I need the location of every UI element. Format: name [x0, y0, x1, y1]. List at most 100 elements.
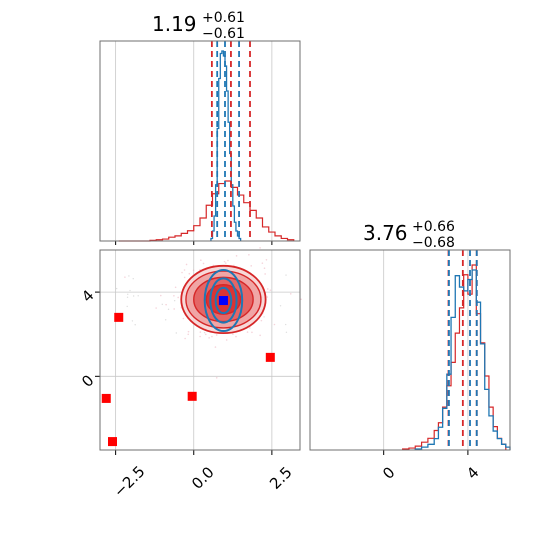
- joint-sample-point: [266, 288, 269, 290]
- joint-sample-point: [269, 289, 272, 291]
- joint-sample-point: [177, 296, 179, 299]
- joint-sample-point: [155, 307, 157, 309]
- marginal-y-red-histogram: [402, 264, 507, 450]
- joint-sample-point: [183, 276, 186, 279]
- joint-y-tick-label: 0: [78, 371, 97, 390]
- marginal-y-frame: [309, 249, 511, 451]
- joint-sample-point: [173, 294, 175, 297]
- joint-red-marker: [101, 393, 111, 403]
- joint-sample-point: [289, 293, 292, 295]
- marginal-x-frame: [99, 40, 301, 242]
- joint-sample-point: [131, 320, 134, 322]
- joint-sample-point: [165, 303, 167, 306]
- joint-sample-point: [164, 319, 167, 321]
- joint-sample-point: [182, 317, 185, 320]
- joint-sample-point: [132, 278, 134, 280]
- joint-sample-point: [215, 377, 218, 379]
- joint-sample-point: [203, 331, 206, 334]
- joint-sample-point: [199, 335, 201, 338]
- joint-blue-contour: [214, 286, 233, 315]
- joint-sample-point: [188, 272, 191, 275]
- joint-frame: [99, 249, 301, 451]
- joint-sample-point: [126, 305, 128, 308]
- joint-sample-point: [161, 303, 164, 306]
- joint-scatter-panel: [95, 247, 302, 455]
- joint-x-tick-label: 0.0: [188, 463, 218, 493]
- joint-sample-point: [259, 334, 261, 337]
- param2-title-value: 3.76: [363, 221, 408, 245]
- joint-sample-point: [181, 271, 183, 274]
- joint-red-marker: [265, 352, 275, 362]
- joint-sample-point: [173, 308, 175, 310]
- joint-sample-point: [263, 267, 266, 270]
- joint-blue-contour: [203, 269, 244, 333]
- param1-title-value: 1.19: [152, 12, 197, 36]
- joint-blue-marker: [218, 296, 228, 306]
- marginal-x-panel: [99, 40, 301, 245]
- joint-sample-point: [246, 331, 249, 333]
- joint-sample-point: [173, 300, 176, 302]
- joint-sample-point: [129, 289, 131, 292]
- joint-sample-point: [137, 295, 139, 297]
- joint-sample-point: [187, 330, 190, 333]
- joint-sample-point: [202, 262, 205, 265]
- joint-x-tick-label: −2.5: [110, 462, 148, 500]
- joint-red-marker: [114, 312, 124, 322]
- joint-sample-point: [223, 260, 226, 263]
- joint-sample-point: [248, 327, 251, 329]
- joint-sample-point: [124, 276, 126, 278]
- joint-sample-point: [263, 316, 265, 318]
- joint-x-tick-label: 2.5: [266, 463, 296, 493]
- joint-red-marker: [187, 391, 197, 401]
- marginal-y-blue-histogram: [414, 269, 511, 450]
- joint-sample-point: [259, 247, 261, 249]
- param2-title-plus: +0.66: [412, 219, 455, 235]
- joint-sample-point: [208, 337, 210, 339]
- joint-sample-point: [159, 294, 162, 297]
- joint-sample-point: [224, 262, 227, 264]
- joint-sample-point: [235, 335, 237, 338]
- joint-sample-point: [273, 323, 276, 326]
- joint-sample-point: [285, 274, 287, 276]
- joint-sample-point: [235, 255, 238, 257]
- joint-sample-point: [214, 346, 217, 348]
- joint-sample-point: [248, 253, 250, 256]
- marginal-y-tick-label: 0: [379, 463, 398, 482]
- param1-title-minus: −0.61: [202, 26, 245, 42]
- joint-sample-point: [115, 287, 118, 290]
- joint-sample-point: [250, 265, 253, 267]
- joint-sample-point: [187, 333, 190, 336]
- joint-sample-point: [300, 298, 302, 301]
- param1-title-plus: +0.61: [202, 10, 245, 26]
- joint-sample-point: [279, 305, 282, 307]
- marginal-y-x-ticks: 0 4: [379, 463, 482, 482]
- joint-sample-point: [185, 263, 188, 266]
- marginal-x-red-histogram: [118, 180, 295, 242]
- joint-sample-point: [127, 293, 129, 296]
- joint-sample-point: [266, 296, 269, 298]
- param2-title-minus: −0.68: [412, 235, 455, 251]
- joint-sample-point: [251, 331, 253, 334]
- marginal-y-tick-label: 4: [463, 463, 482, 482]
- marginal-y-panel: [309, 249, 511, 455]
- joint-sample-point: [211, 335, 213, 338]
- joint-red-marker: [108, 437, 117, 447]
- joint-sample-point: [183, 269, 186, 271]
- joint-sample-point: [215, 334, 218, 336]
- joint-sample-point: [132, 295, 135, 297]
- joint-sample-point: [261, 262, 264, 264]
- joint-x-ticks: −2.5 0.0 2.5: [110, 462, 296, 500]
- joint-y-tick-label: 4: [78, 286, 97, 305]
- joint-sample-point: [199, 331, 202, 333]
- joint-sample-point: [128, 275, 130, 277]
- joint-sample-point: [126, 296, 129, 298]
- joint-sample-point: [174, 286, 177, 289]
- joint-sample-point: [284, 323, 287, 326]
- joint-sample-point: [232, 333, 234, 335]
- joint-sample-point: [184, 337, 186, 340]
- joint-sample-point: [175, 332, 178, 334]
- joint-sample-point: [225, 339, 228, 341]
- joint-sample-point: [265, 258, 268, 261]
- joint-sample-point: [167, 308, 170, 311]
